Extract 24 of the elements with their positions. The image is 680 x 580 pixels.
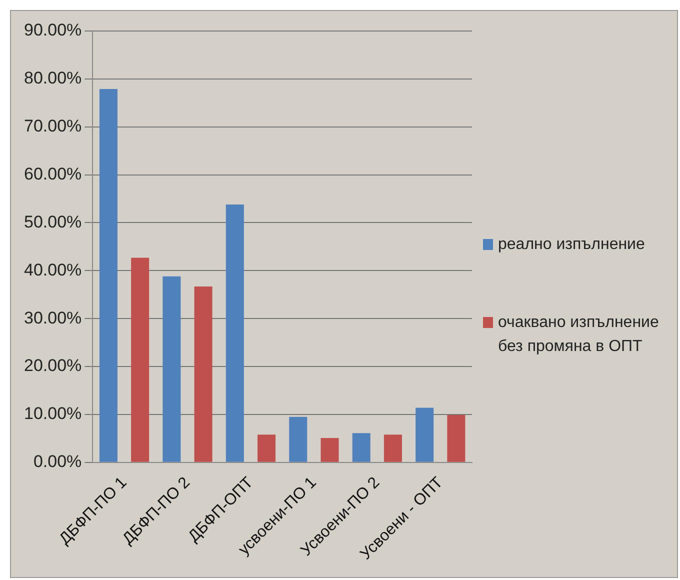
y-tick-label: 20.00% bbox=[24, 356, 82, 376]
legend-label: очаквано изпълнение без промяна в ОПТ bbox=[498, 313, 660, 357]
y-tick-label: 50.00% bbox=[24, 212, 82, 232]
bar bbox=[289, 416, 308, 462]
bar bbox=[416, 408, 434, 462]
legend-label: реално изпълнение bbox=[498, 235, 646, 255]
y-tick-label: 90.00% bbox=[24, 20, 82, 40]
y-tick-label: 70.00% bbox=[24, 116, 82, 136]
bar bbox=[99, 89, 118, 462]
bar bbox=[384, 434, 402, 462]
y-tick-label: 40.00% bbox=[24, 260, 82, 280]
y-tick-label: 10.00% bbox=[24, 404, 82, 424]
y-tick-label: 0.00% bbox=[33, 452, 82, 472]
bar bbox=[320, 438, 339, 462]
bar bbox=[352, 433, 370, 462]
y-tick-label: 60.00% bbox=[24, 164, 82, 184]
bar bbox=[226, 204, 244, 462]
y-tick-label: 30.00% bbox=[24, 308, 82, 328]
bar bbox=[258, 434, 276, 462]
bar bbox=[447, 414, 466, 462]
bar bbox=[194, 286, 212, 462]
y-tick-label: 80.00% bbox=[24, 68, 82, 88]
bar bbox=[162, 276, 181, 462]
bar bbox=[131, 258, 150, 462]
